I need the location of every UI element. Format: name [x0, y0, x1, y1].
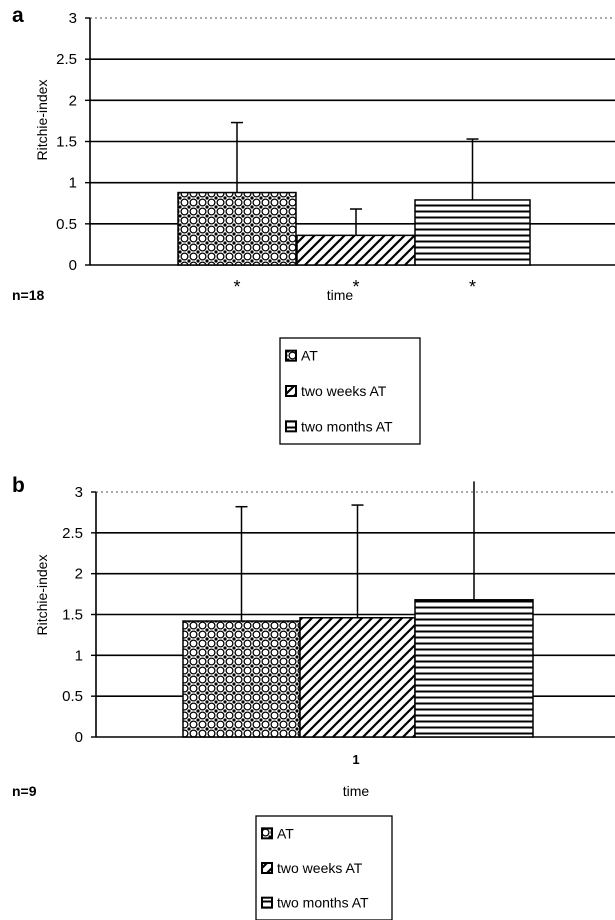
significance-marker: * [469, 277, 476, 297]
legend-swatch [285, 420, 297, 433]
x-axis-label-b: time [343, 783, 370, 799]
y-tick-label: 3 [69, 10, 77, 27]
n-label-a: n=18 [12, 287, 45, 303]
n-label-b: n=9 [12, 783, 37, 799]
legend-entry: two weeks AT [277, 860, 363, 876]
y-ticks-b: 0 0.5 1 1.5 2 2.5 3 [62, 484, 97, 746]
error-bars-a [231, 121, 479, 236]
error-bars-b [235, 481, 475, 622]
legend-a: AT two weeks AT two months AT [279, 337, 421, 445]
y-axis-label-a: Ritchie-index [34, 80, 50, 161]
panel-label-a: a [12, 4, 24, 27]
y-tick-label: 2.5 [62, 525, 83, 542]
legend-swatch [261, 896, 273, 909]
bars-b [182, 599, 534, 738]
legend-entry: two months AT [277, 895, 369, 911]
bar [177, 191, 297, 266]
significance-marker: * [233, 277, 240, 297]
bar [182, 620, 301, 738]
y-tick-label: 1.5 [56, 134, 77, 151]
y-tick-label: 0.5 [62, 688, 83, 705]
x-tick-label-b: 1 [352, 752, 359, 767]
y-tick-label: 2.5 [56, 51, 77, 68]
y-tick-label: 2 [69, 92, 77, 109]
y-ticks-a: 0 0.5 1 1.5 2 2.5 3 [56, 10, 91, 274]
significance-markers-a: * * * [233, 277, 476, 297]
legend-swatch [261, 827, 273, 840]
y-tick-label: 1.5 [62, 607, 83, 624]
y-tick-label: 0 [75, 729, 83, 746]
gridlines-a [90, 17, 615, 266]
legend-swatch [261, 862, 273, 874]
y-tick-label: 3 [75, 484, 83, 501]
legend-entry: AT [277, 825, 294, 841]
y-tick-label: 1 [75, 647, 83, 664]
legend-box [279, 337, 421, 445]
legend-entry: two weeks AT [301, 383, 387, 399]
legend-entry: AT [301, 348, 318, 364]
significance-marker: * [352, 277, 359, 297]
y-tick-label: 1 [69, 175, 77, 192]
bars-a [177, 191, 531, 266]
bar [414, 199, 531, 266]
y-tick-label: 0.5 [56, 216, 77, 233]
bar [299, 617, 416, 738]
panel-b: b Ritchie-index 0 0.5 1 1.5 2 2.5 3 1 n=9 time… [12, 474, 615, 920]
y-axis-label-b: Ritchie-index [34, 555, 50, 636]
panel-a: a Ritchie-index 0 0.5 1 1.5 2 2.5 3 * * * n=18 t… [12, 4, 615, 445]
legend-swatch [285, 385, 297, 397]
bar [296, 234, 416, 266]
y-tick-label: 2 [75, 566, 83, 583]
y-tick-label: 0 [69, 257, 77, 274]
legend-entry: two months AT [301, 418, 393, 434]
legend-box [255, 815, 393, 920]
legend-b: AT two weeks AT two months AT [255, 815, 393, 920]
panel-label-b: b [12, 474, 25, 497]
bar [414, 599, 534, 738]
legend-swatch [285, 349, 297, 362]
x-axis-label-a: time [327, 287, 354, 303]
